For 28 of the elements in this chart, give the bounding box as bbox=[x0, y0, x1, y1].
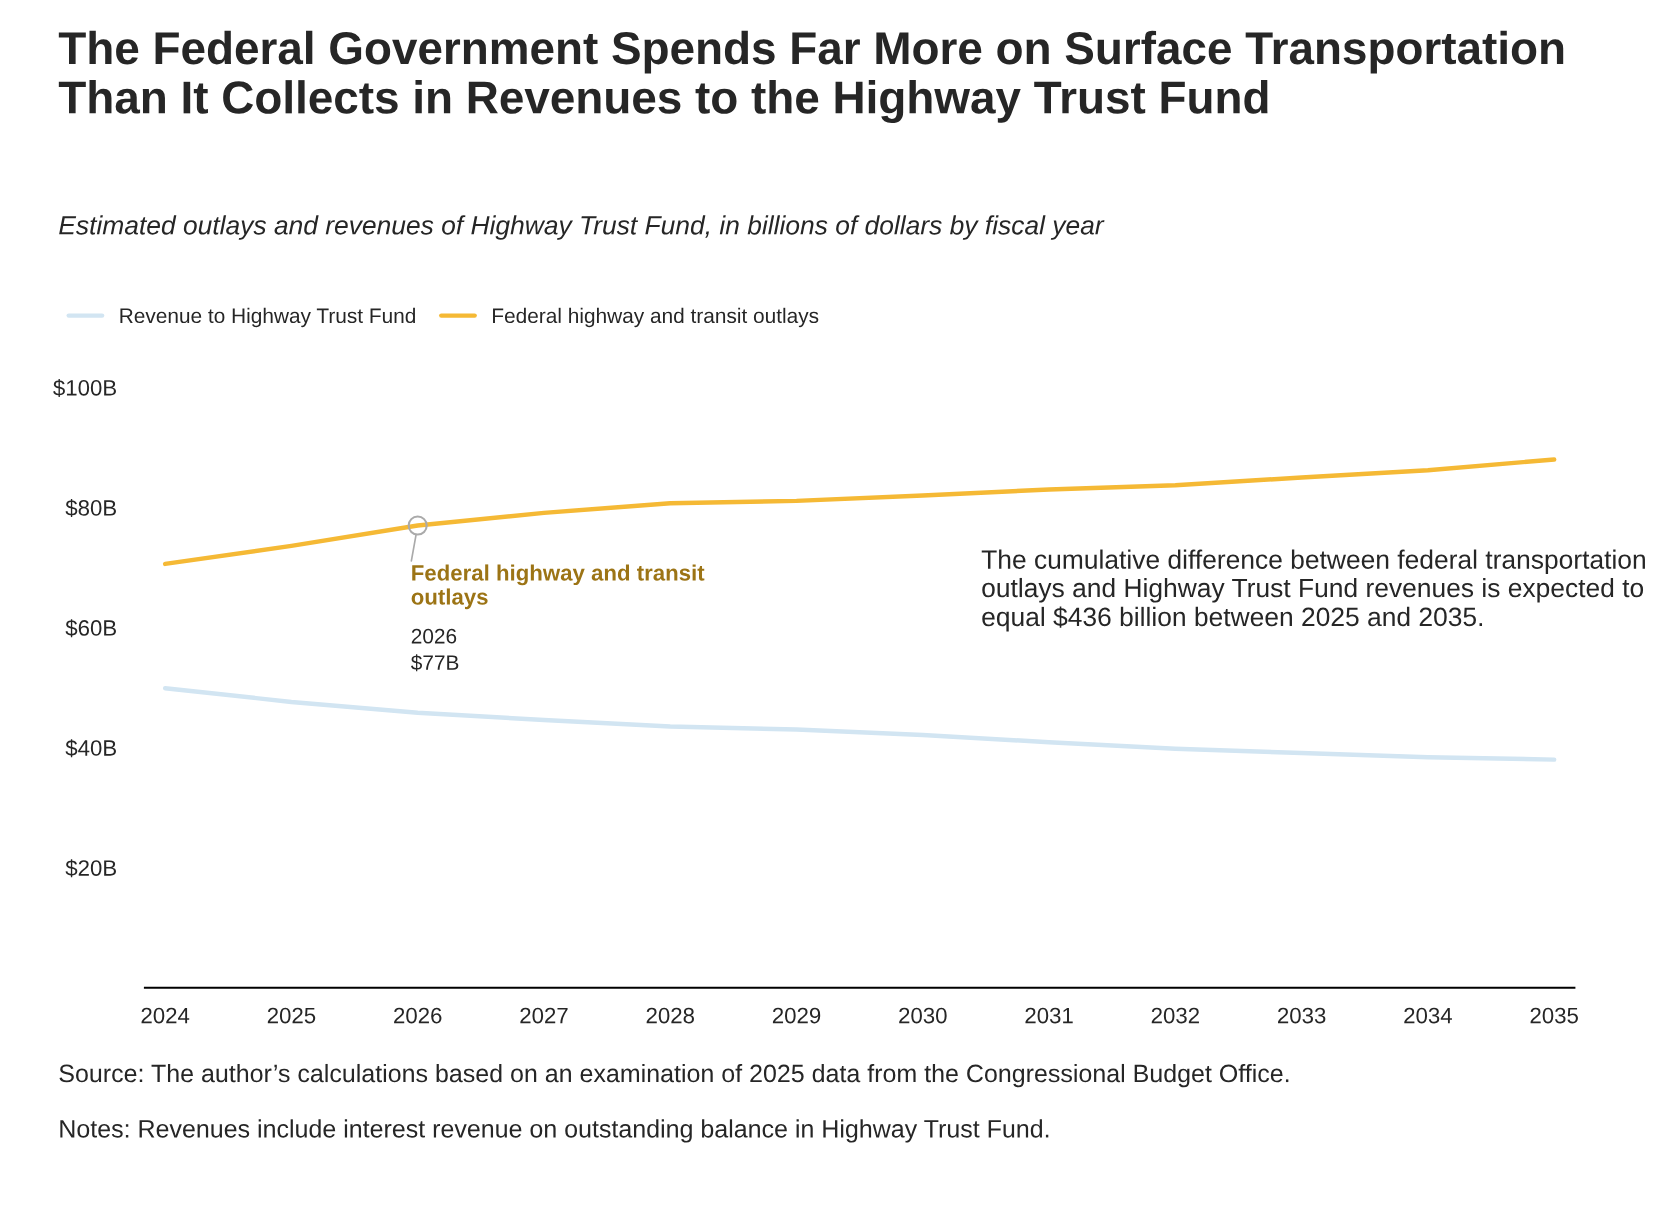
x-tick-label: 2035 bbox=[1530, 1007, 1578, 1024]
x-tick-label: 2025 bbox=[267, 1007, 316, 1024]
text: Notes: Revenues include interest revenue on outstanding balance in Highway Trust Fund. bbox=[60, 1119, 1049, 1143]
x-tick-label: 2027 bbox=[520, 1007, 568, 1024]
y-tick-label: $40B bbox=[65, 739, 116, 758]
x-tick-label: 2029 bbox=[772, 1007, 821, 1024]
annotation: Federal highway and transit outlays bbox=[411, 564, 705, 610]
x-tick-label: 2032 bbox=[1151, 1007, 1199, 1024]
chart-subtitle: Estimated outlays and revenues of Highway Trust Fund, in billions of dollars by fiscal year bbox=[59, 215, 1105, 240]
annotation: 2026 bbox=[411, 628, 457, 644]
y-tick-label: $20B bbox=[65, 859, 116, 878]
y-tick-label: $80B bbox=[65, 499, 116, 518]
x-tick-label: 2031 bbox=[1025, 1007, 1073, 1024]
line-series bbox=[162, 685, 1557, 762]
x-tick-label: 2028 bbox=[646, 1007, 694, 1024]
legend-label: Revenue to Highway Trust Fund bbox=[120, 307, 415, 328]
x-tick-label: 2026 bbox=[394, 1007, 442, 1024]
x-tick-label: 2034 bbox=[1404, 1007, 1452, 1024]
annotation: $77B bbox=[410, 654, 459, 672]
legend-label: Federal highway and transit outlays bbox=[493, 307, 819, 328]
x-tick-label: 2030 bbox=[899, 1007, 947, 1024]
source-note: Source: The author’s calculations based on an examination of 2025 data from the Congressional Budget Office. bbox=[59, 1063, 1289, 1088]
annotation: The cumulative difference between federal transportation outlays and Highway Trust Fund revenues is expected to equal $436 billion between 2025 and 2035. bbox=[981, 549, 1645, 632]
y-tick-label: $60B bbox=[65, 619, 116, 638]
x-tick-label: 2033 bbox=[1278, 1007, 1326, 1024]
x-tick-label: 2024 bbox=[141, 1007, 190, 1024]
y-tick-label: $100B bbox=[53, 379, 116, 398]
chart-title: The Federal Government Spends Far More on Surface Transportation Than It Collects in Revenues to the Highway Trust Fund bbox=[58, 30, 1564, 124]
